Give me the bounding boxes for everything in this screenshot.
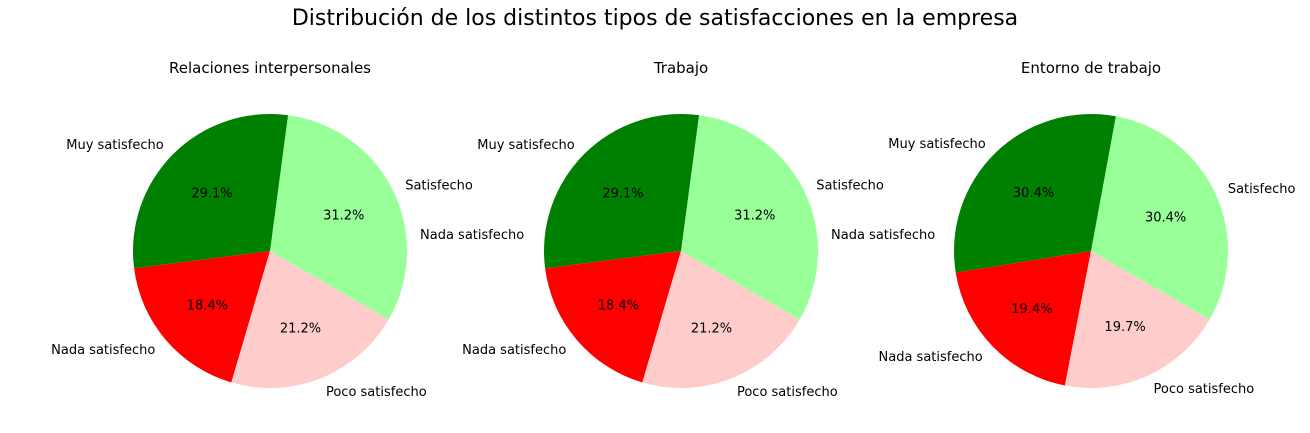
slice-label-muy-satisfecho: Muy satisfecho xyxy=(477,138,574,153)
pie-slice-poco-satisfecho xyxy=(642,251,800,388)
pie-slice-nada-satisfecho xyxy=(545,251,681,383)
slice-label-nada-satisfecho: Nada satisfecho xyxy=(51,343,155,358)
pct-label-muy-satisfecho: 29.1% xyxy=(191,187,232,202)
slice-label-muy-satisfecho: Muy satisfecho xyxy=(66,138,163,153)
pie-slice-nada-satisfecho xyxy=(134,251,270,383)
pct-label-muy-satisfecho: 30.4% xyxy=(1013,186,1054,201)
extra-label-nada-satisfecho: Nada satisfecho xyxy=(420,228,524,243)
slice-label-nada-satisfecho: Nada satisfecho xyxy=(879,350,983,365)
pie-slice-muy-satisfecho xyxy=(132,114,289,269)
pct-label-poco-satisfecho: 21.2% xyxy=(691,321,732,336)
pie-title: Entorno de trabajo xyxy=(1021,59,1161,77)
pie-slice-poco-satisfecho xyxy=(231,251,389,388)
pct-label-satisfecho: 30.4% xyxy=(1145,211,1186,226)
slice-label-nada-satisfecho: Nada satisfecho xyxy=(462,343,566,358)
slice-label-muy-satisfecho: Muy satisfecho xyxy=(888,137,985,152)
pct-label-muy-satisfecho: 29.1% xyxy=(602,187,643,202)
pie-slice-satisfecho xyxy=(1091,116,1228,320)
extra-label-nada-satisfecho: Nada satisfecho xyxy=(831,228,935,243)
pct-label-nada-satisfecho: 18.4% xyxy=(598,298,639,313)
figure-title: Distribución de los distintos tipos de s… xyxy=(291,6,1019,31)
slice-label-poco-satisfecho: Poco satisfecho xyxy=(737,385,838,400)
pie-slice-satisfecho xyxy=(681,115,819,320)
pie-slice-muy-satisfecho xyxy=(544,114,700,269)
pie-chart-2: Trabajo 31.2% Satisfecho 29.1% Muy satisfech… xyxy=(462,59,935,400)
slice-label-poco-satisfecho: Poco satisfecho xyxy=(326,385,427,400)
pct-label-nada-satisfecho: 18.4% xyxy=(187,298,228,313)
pct-label-nada-satisfecho: 19.4% xyxy=(1011,302,1052,317)
slice-label-satisfecho: Satisfecho xyxy=(405,178,473,193)
pie-chart-3: Entorno de trabajo 30.4% Satisfecho 30.4% Mu… xyxy=(879,59,1296,397)
slice-label-poco-satisfecho: Poco satisfecho xyxy=(1154,382,1255,397)
slice-label-satisfecho: Satisfecho xyxy=(816,178,884,193)
pie-chart-1: Relaciones interpersonales 31.2% Satisfech… xyxy=(51,59,524,400)
slice-label-satisfecho: Satisfecho xyxy=(1228,182,1296,197)
pct-label-satisfecho: 31.2% xyxy=(323,209,364,224)
pie-slice-satisfecho xyxy=(270,115,407,320)
pie-title: Relaciones interpersonales xyxy=(169,59,371,77)
pie-title: Trabajo xyxy=(653,59,708,77)
pct-label-poco-satisfecho: 21.2% xyxy=(280,321,321,336)
pct-label-satisfecho: 31.2% xyxy=(734,209,775,224)
pie-slice-nada-satisfecho xyxy=(955,251,1091,386)
pie-slice-muy-satisfecho xyxy=(954,113,1116,273)
pct-label-poco-satisfecho: 19.7% xyxy=(1104,320,1145,335)
pie-slice-poco-satisfecho xyxy=(1064,251,1210,388)
